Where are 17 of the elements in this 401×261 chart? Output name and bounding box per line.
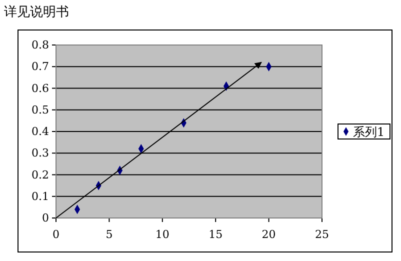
- x-tick-label: 20: [262, 228, 276, 242]
- y-tick-label: 0.8: [32, 38, 49, 52]
- x-tick-label: 10: [155, 228, 170, 242]
- y-tick-label: 0.2: [32, 168, 49, 182]
- x-tick-label: 25: [315, 228, 329, 242]
- y-tick-label: 0.6: [32, 82, 49, 95]
- y-tick-label: 0.1: [32, 190, 49, 203]
- y-tick-label: 0: [42, 212, 49, 225]
- y-tick-label: 0.3: [32, 146, 49, 160]
- chart-title: 详见说明书: [4, 5, 69, 20]
- y-tick-label: 0.7: [32, 60, 49, 74]
- x-tick-label: 5: [106, 228, 113, 242]
- y-tick-label: 0.4: [32, 125, 49, 138]
- legend-label: 系列1: [353, 125, 385, 139]
- y-tick-label: 0.5: [32, 103, 49, 116]
- x-tick-label: 0: [52, 228, 60, 242]
- x-tick-label: 15: [208, 228, 223, 242]
